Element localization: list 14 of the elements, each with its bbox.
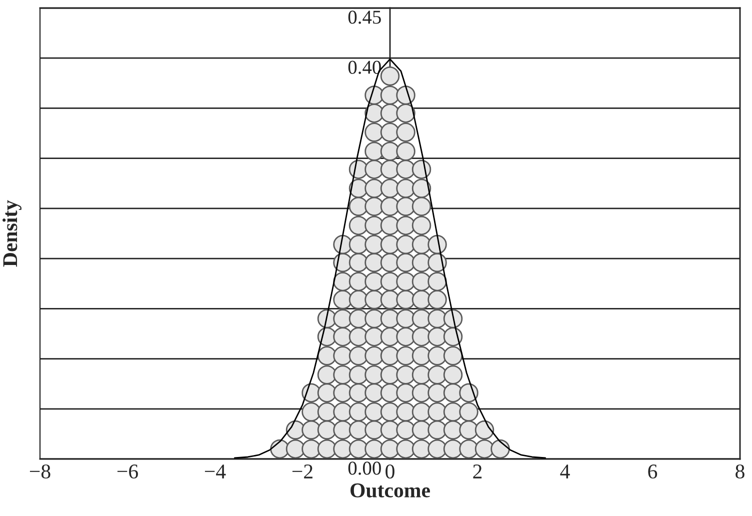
x-axis-title: Outcome bbox=[350, 483, 430, 498]
x-tick-label: 6 bbox=[648, 464, 658, 479]
x-tick-label: 4 bbox=[560, 464, 570, 478]
x-tick-label: −4 bbox=[204, 464, 226, 478]
x-tick-label: −6 bbox=[117, 464, 138, 479]
x-tick-label: −2 bbox=[292, 464, 312, 478]
x-tick-label: −8 bbox=[30, 464, 50, 479]
y-axis-title: Density bbox=[2, 200, 22, 267]
y-tick-label: 0.40 bbox=[348, 60, 381, 74]
y-tick-label: 0.45 bbox=[348, 10, 381, 24]
y-tick-label: 0.00 bbox=[348, 462, 381, 475]
x-tick-label: 8 bbox=[736, 464, 744, 479]
x-tick-label: 2 bbox=[473, 464, 482, 478]
x-tick-label: 0 bbox=[386, 464, 394, 479]
